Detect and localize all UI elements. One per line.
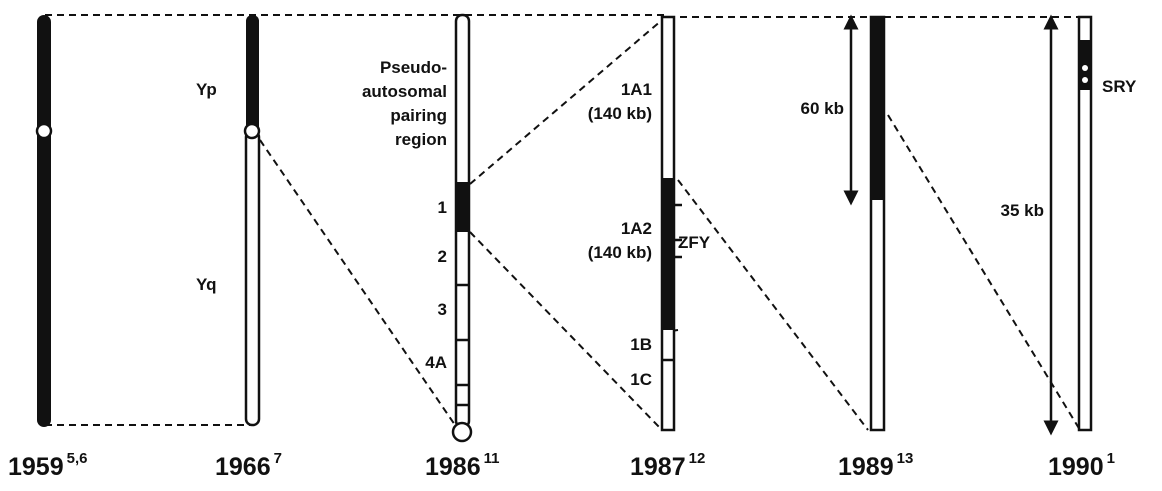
label: (140 kb) bbox=[588, 243, 652, 262]
chromosome-1986 bbox=[451, 13, 473, 443]
label: autosomal bbox=[362, 82, 447, 101]
label: Pseudo- bbox=[380, 58, 447, 77]
label: SRY bbox=[1102, 77, 1137, 96]
year: 1987 bbox=[630, 453, 686, 481]
label: Yq bbox=[196, 275, 216, 294]
year-label: 1966 7 bbox=[215, 450, 282, 481]
year-label: 1986 11 bbox=[425, 450, 499, 481]
label: ZFY bbox=[678, 233, 711, 252]
label: 60 kb bbox=[801, 99, 844, 118]
years: 1959 5,6 1966 7 1986 11 1987 12 1989 13 1990 1 bbox=[8, 450, 1115, 481]
label: 1B bbox=[630, 335, 652, 354]
label: 3 bbox=[438, 300, 447, 319]
reference: 11 bbox=[484, 450, 500, 467]
label: Yp bbox=[196, 80, 217, 99]
connectors bbox=[45, 14, 1090, 431]
reference: 5,6 bbox=[67, 450, 88, 467]
reference: 7 bbox=[274, 450, 282, 467]
chromosome-1990 bbox=[1043, 14, 1093, 436]
label: pairing bbox=[390, 106, 447, 125]
reference: 13 bbox=[897, 450, 914, 467]
year-label: 1989 13 bbox=[838, 450, 913, 481]
reference: 12 bbox=[689, 450, 706, 467]
year-label: 1959 5,6 bbox=[8, 450, 87, 481]
year-label: 1990 1 bbox=[1048, 450, 1115, 481]
year: 1986 bbox=[425, 453, 481, 481]
reference: 1 bbox=[1107, 450, 1115, 467]
label: region bbox=[395, 130, 447, 149]
label: 35 kb bbox=[1001, 201, 1044, 220]
label: 4A bbox=[425, 353, 447, 372]
year: 1990 bbox=[1048, 453, 1104, 481]
label: (140 kb) bbox=[588, 104, 652, 123]
chromosome-1959 bbox=[35, 15, 53, 427]
label: 1 bbox=[438, 198, 447, 217]
chromosome-1966 bbox=[243, 15, 261, 427]
year-label: 1987 12 bbox=[630, 450, 705, 481]
label: 1C bbox=[630, 370, 652, 389]
chromosome-1989 bbox=[843, 14, 886, 432]
label: 1A2 bbox=[621, 219, 652, 238]
label: 1A1 bbox=[621, 80, 652, 99]
label: 2 bbox=[438, 247, 447, 266]
chromosome-1987 bbox=[660, 15, 682, 432]
year: 1966 bbox=[215, 453, 271, 481]
year: 1989 bbox=[838, 453, 894, 481]
year: 1959 bbox=[8, 453, 64, 481]
